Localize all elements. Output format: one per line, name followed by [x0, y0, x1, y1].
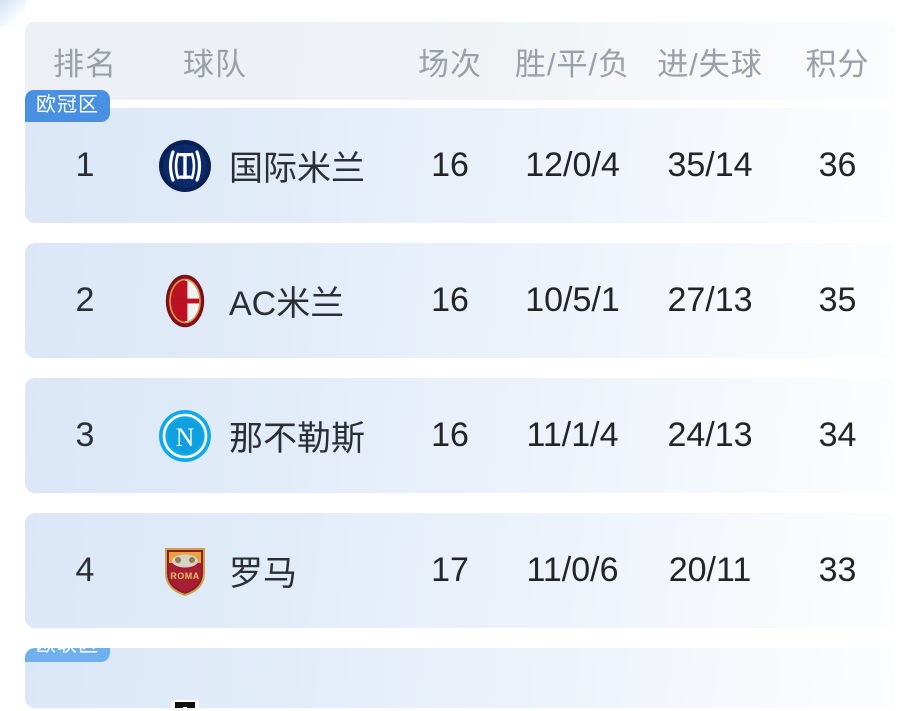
- ac-milan-crest-icon: [157, 273, 213, 329]
- inter-milan-crest-icon: [157, 138, 213, 194]
- column-header-rank: 排名: [53, 46, 117, 82]
- row-rank: 5: [25, 704, 145, 708]
- table-row[interactable]: 欧冠区 1 国际米兰: [25, 90, 895, 223]
- row-team[interactable]: N 那不勒斯: [145, 408, 395, 464]
- row-points: 36: [818, 146, 857, 184]
- roma-crest-icon: ROMA: [157, 543, 213, 599]
- row-rank: 2: [75, 281, 95, 319]
- juventus-crest-icon: [157, 696, 213, 708]
- row-team[interactable]: 国际米兰: [145, 138, 395, 194]
- row-team[interactable]: ROMA 罗马: [145, 543, 395, 599]
- team-name: 罗马: [229, 555, 297, 593]
- table-row[interactable]: 2 AC米兰 16 10/5/1 27/13: [25, 243, 895, 358]
- row-goals: 27/13: [667, 281, 753, 319]
- column-header-wdl: 胜/平/负: [514, 46, 631, 82]
- row-played: 16: [431, 146, 469, 184]
- row-goals: 28/15: [640, 704, 780, 708]
- table-row[interactable]: 4 ROMA 罗马 17 11/0/6: [25, 513, 895, 628]
- row-points: 33: [818, 551, 857, 589]
- row-goals: 35/14: [667, 146, 753, 184]
- zone-badge-ucl: 欧冠区: [25, 90, 110, 122]
- row-rank: 3: [75, 416, 95, 454]
- row-team[interactable]: 尤文图斯: [145, 696, 395, 708]
- column-header-points: 积分: [805, 46, 870, 82]
- row-rank: 1: [75, 146, 95, 184]
- standings-rows: 欧冠区 1 国际米兰: [0, 90, 916, 711]
- row-team[interactable]: AC米兰: [145, 273, 395, 329]
- table-row[interactable]: 3 N 那不勒斯 16 11/1/4 24/13 34: [25, 378, 895, 493]
- corner-tint-decoration: [0, 0, 26, 26]
- column-header-team: 球队: [183, 46, 247, 82]
- team-name: 尤文图斯: [229, 699, 365, 708]
- row-wdl: 11/0/6: [526, 551, 619, 589]
- row-played: 17: [431, 551, 469, 589]
- row-wdl: 10/5/1: [525, 281, 620, 319]
- table-row[interactable]: 欧联区 5 尤文图斯: [25, 648, 895, 708]
- row-wdl: 9/5/3: [505, 704, 640, 708]
- row-wdl: 12/0/4: [525, 146, 620, 184]
- row-played: 16: [431, 281, 469, 319]
- row-goals: 20/11: [668, 551, 752, 589]
- column-header-played: 场次: [418, 46, 482, 82]
- table-header-row: 排名 球队 场次 胜/平/负 进/失球 积分: [25, 22, 895, 100]
- team-name: 国际米兰: [229, 150, 365, 188]
- column-header-goals: 进/失球: [657, 46, 763, 82]
- row-points: 35: [818, 281, 857, 319]
- row-wdl: 11/1/4: [526, 416, 619, 454]
- row-goals: 24/13: [667, 416, 753, 454]
- row-played: 16: [431, 416, 469, 454]
- zone-badge-uel: 欧联区: [25, 648, 110, 662]
- row-played: 17: [395, 704, 505, 708]
- team-name: 那不勒斯: [229, 420, 365, 458]
- svg-text:N: N: [176, 423, 195, 452]
- napoli-crest-icon: N: [157, 408, 213, 464]
- row-points: 34: [818, 416, 857, 454]
- row-rank: 4: [75, 551, 95, 589]
- team-name: AC米兰: [229, 285, 345, 323]
- svg-text:ROMA: ROMA: [170, 571, 200, 581]
- row-points: 32: [780, 704, 895, 708]
